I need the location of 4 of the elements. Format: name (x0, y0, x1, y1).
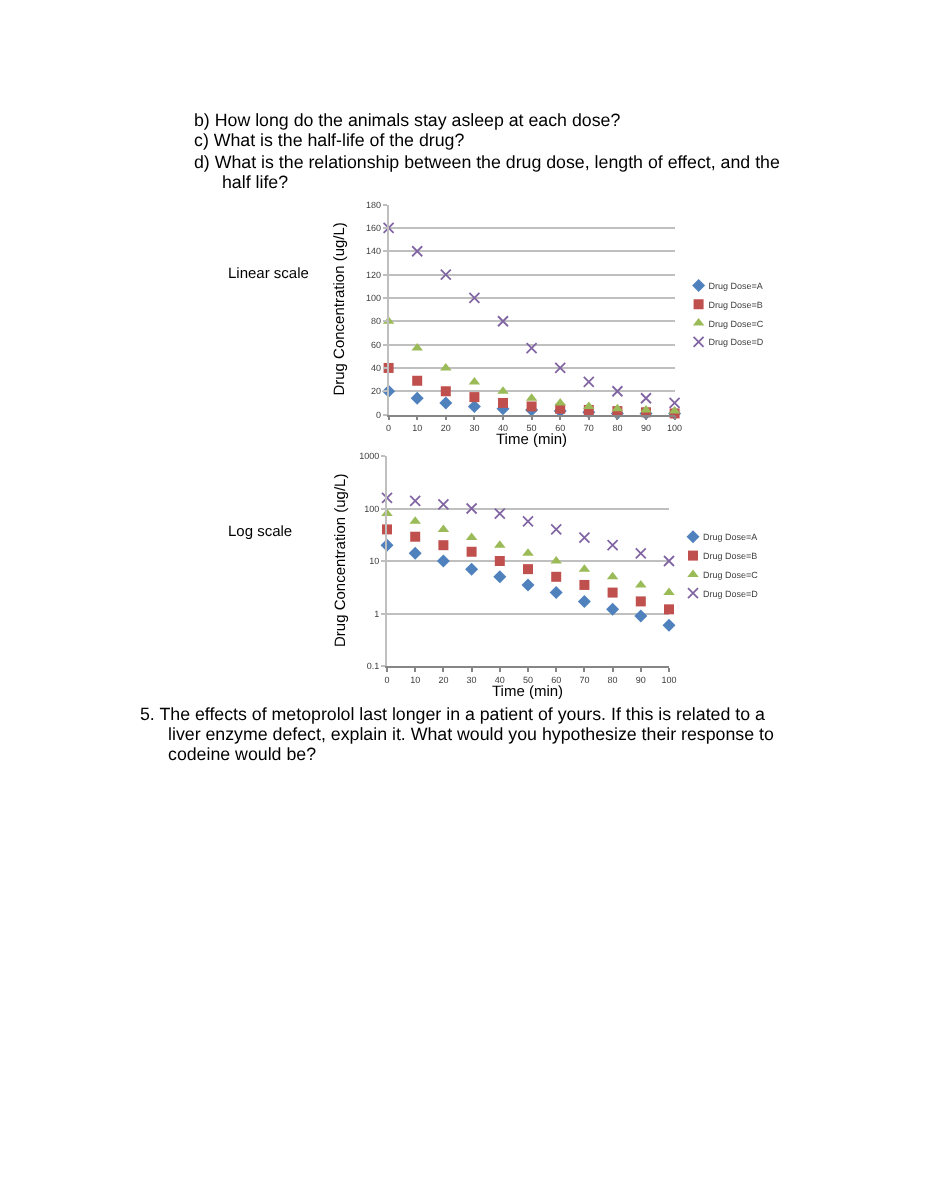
text: c) What is the half-life of the drug? (194, 130, 465, 150)
text: 5. The effects of metoprolol last longer in a patient of yours. If this is related to a liver enzyme defect, explain it. What would you hypothesize their response to codeine would be? (140, 704, 774, 764)
text: d) What is the relationship between the drug dose, length of effect, and the half life? (194, 152, 780, 192)
text: b) How long do the animals stay asleep at each dose? (194, 110, 621, 130)
